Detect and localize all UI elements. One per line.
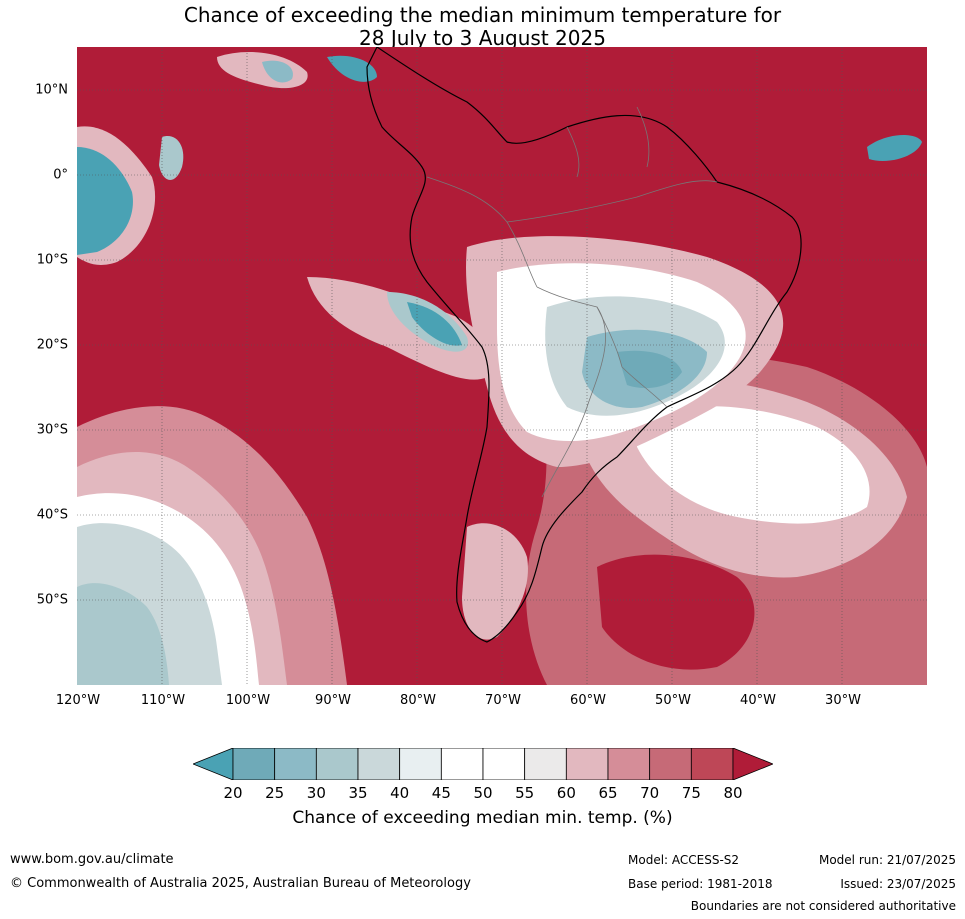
lat-label-10n: 10°N: [35, 82, 68, 98]
country-borders: [426, 106, 718, 498]
colorbar-segment: [482, 747, 526, 781]
colorbar-segment: [607, 747, 651, 781]
north-teal-patch: [262, 60, 293, 83]
patagonia-pink: [462, 523, 528, 640]
satl-white-region: [637, 406, 870, 524]
colorbar-segment: [690, 747, 734, 781]
colorbar-segment: [440, 747, 484, 781]
colorbar-segment: [357, 747, 401, 781]
map-panel: [77, 47, 927, 685]
land-teal-core: [617, 350, 682, 389]
north-teal-patch-2: [327, 55, 377, 82]
colorbar-segment: [399, 747, 442, 781]
lon-label-60w: 60°W: [570, 693, 606, 708]
colorbar-segment: [232, 747, 276, 781]
lon-label-120w: 120°W: [55, 693, 101, 708]
footer-copyright: © Commonwealth of Australia 2025, Austra…: [10, 876, 471, 891]
colorbar-tick-label: 30: [306, 784, 326, 802]
colorbar-segment: [315, 747, 359, 781]
atlantic-teal-patch: [867, 135, 922, 162]
colorbar-tick-label: 45: [431, 784, 451, 802]
colorbar-low-arrow: [191, 747, 234, 781]
lon-label-30w: 30°W: [825, 693, 861, 708]
colorbar-segment: [274, 747, 317, 781]
footer-model-run: Model run: 21/07/2025: [818, 853, 956, 867]
colorbar-tick-label: 50: [473, 784, 493, 802]
lat-label-40s: 40°S: [36, 507, 68, 523]
colorbar-high-arrow: [732, 747, 775, 781]
footer-website: www.bom.gov.au/climate: [10, 852, 174, 867]
colorbar-tick-label: 40: [390, 784, 410, 802]
lon-label-100w: 100°W: [225, 693, 271, 708]
sw-teal-region: [77, 583, 169, 685]
south-america-coastline: [366, 47, 802, 643]
colorbar-segment: [524, 747, 567, 781]
colorbar-segment: [565, 747, 609, 781]
eq-teal-region: [77, 147, 133, 255]
footer-base-period: Base period: 1981-2018: [628, 877, 773, 891]
colorbar-tick-label: 25: [265, 784, 285, 802]
title-line-1: Chance of exceeding the median minimum t…: [183, 3, 782, 27]
footer-model: Model: ACCESS-S2: [628, 853, 740, 867]
lon-label-80w: 80°W: [400, 693, 436, 708]
lon-label-110w: 110°W: [140, 693, 186, 708]
eq-teal-patch: [159, 136, 184, 180]
colorbar-tick-label: 70: [640, 784, 660, 802]
colorbar-svg: [191, 747, 775, 781]
peru-pink-band: [307, 277, 491, 380]
colorbar-tick-label: 80: [723, 784, 743, 802]
colorbar-tick-label: 65: [598, 784, 618, 802]
lon-label-50w: 50°W: [655, 693, 691, 708]
lat-label-50s: 50°S: [36, 592, 68, 608]
gridlines: [77, 47, 927, 685]
lat-label-30s: 30°S: [36, 422, 68, 438]
peru-teal-core: [407, 302, 462, 346]
satl-darkred-patch: [597, 554, 755, 670]
colorbar: [191, 747, 775, 781]
lat-label-0: 0°: [53, 167, 68, 183]
colorbar-tick-label: 60: [556, 784, 576, 802]
colorbar-tick-label: 55: [515, 784, 535, 802]
lat-label-10s: 10°S: [36, 252, 68, 268]
footer-issued: Issued: 23/07/2025: [840, 877, 956, 891]
lon-label-70w: 70°W: [485, 693, 521, 708]
colorbar-segment: [649, 747, 692, 781]
colorbar-tick-label: 75: [681, 784, 701, 802]
colorbar-tick-label: 35: [348, 784, 368, 802]
map-title: Chance of exceeding the median minimum t…: [0, 4, 965, 50]
colorbar-tick-label: 20: [223, 784, 243, 802]
colorbar-label: Chance of exceeding median min. temp. (%…: [292, 808, 673, 828]
lat-label-20s: 20°S: [36, 337, 68, 353]
lon-label-90w: 90°W: [315, 693, 351, 708]
map-svg: [77, 47, 927, 685]
title-line-2: 28 July to 3 August 2025: [359, 26, 606, 50]
footer-disclaimer: Boundaries are not considered authoritat…: [690, 899, 956, 913]
lon-label-40w: 40°W: [740, 693, 776, 708]
